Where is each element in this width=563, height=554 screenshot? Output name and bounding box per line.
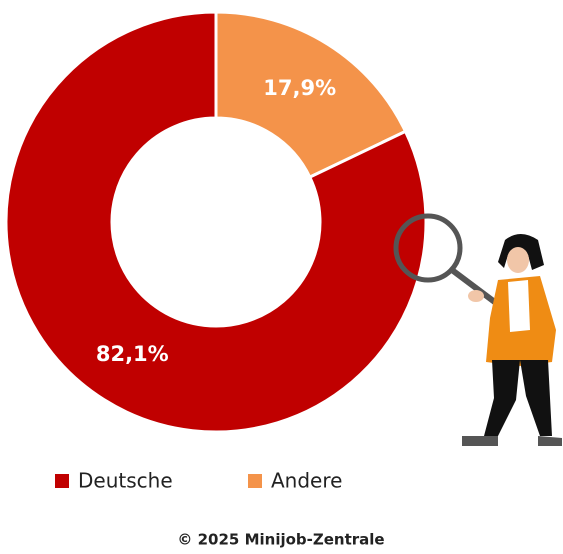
donut: 17,9% 82,1%: [4, 10, 428, 434]
legend-swatch: [55, 474, 69, 488]
hand: [468, 290, 484, 302]
slice: [4, 10, 428, 434]
shirt: [508, 280, 530, 332]
data-label: 17,9%: [263, 76, 336, 100]
legend-label: Deutsche: [78, 469, 173, 493]
legend-swatch: [248, 474, 262, 488]
face: [507, 247, 529, 273]
pants: [484, 360, 552, 436]
slice: [214, 10, 408, 180]
magnifier-lens: [393, 213, 463, 283]
shoes: [462, 436, 562, 446]
footer: © 2025 Minijob-Zentrale: [177, 531, 384, 549]
data-label: 82,1%: [96, 342, 169, 366]
legend-label: Andere: [271, 469, 342, 493]
illustration: [393, 213, 562, 446]
